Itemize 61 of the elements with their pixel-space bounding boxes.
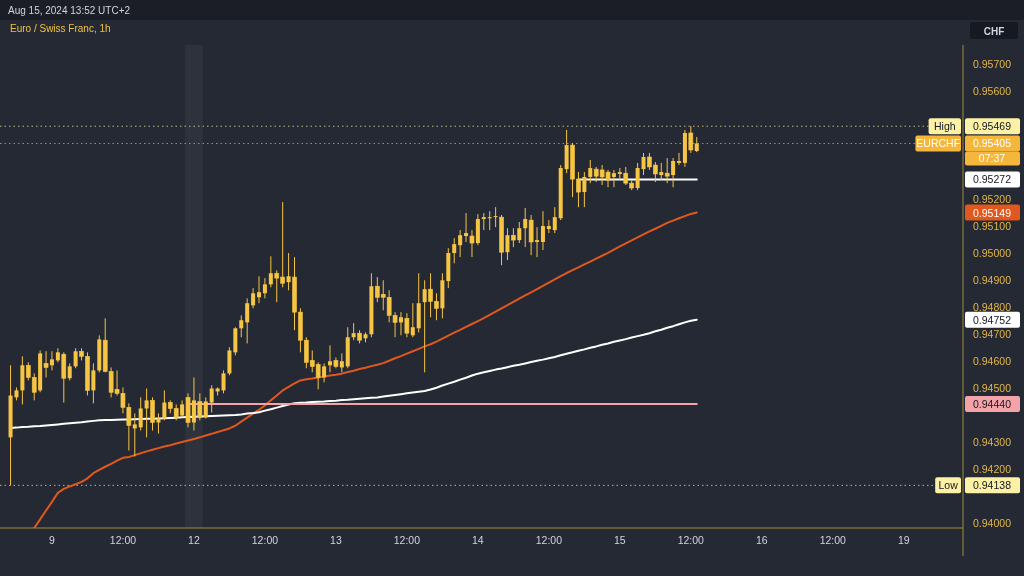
y-tick-label: 0.94200: [973, 462, 1012, 475]
candlestick: [162, 389, 167, 421]
y-tick-label: 0.94600: [973, 354, 1012, 367]
x-tick-label: 13: [330, 534, 342, 546]
candlestick: [221, 369, 226, 394]
x-tick-label: 12:00: [393, 534, 421, 546]
candlestick: [493, 206, 498, 228]
y-tick-label: 0.94000: [973, 516, 1012, 529]
candlestick: [262, 277, 267, 299]
x-tick-label: 16: [755, 534, 768, 546]
line-series: [33, 211, 698, 528]
x-tick-label: 14: [472, 534, 484, 546]
x-tick-label: 19: [897, 534, 910, 546]
y-tick-label: 0.95100: [973, 219, 1012, 232]
candlestick: [251, 287, 256, 309]
x-tick-label: 12:00: [677, 534, 705, 546]
y-tick-label: 0.95469: [973, 120, 1012, 133]
candlestick: [552, 206, 557, 234]
candlestick: [546, 219, 551, 234]
y-tick-label: 0.95149: [973, 206, 1012, 219]
y-tick-label: 0.94900: [973, 273, 1012, 286]
y-tick-label: 0.94138: [973, 479, 1012, 492]
y-tick-label: 0.95200: [973, 192, 1012, 205]
text: 07:37: [978, 152, 1006, 165]
y-tick-label: 0.94700: [973, 327, 1012, 340]
chart-subtitle: Aug 15, 2024 13:52 UTC+2: [8, 5, 131, 16]
candlestick: [452, 237, 457, 264]
x-tick-label: 12:00: [109, 534, 137, 546]
y-tick-label: 0.95600: [973, 84, 1012, 97]
x-tick-label: 12:00: [535, 534, 563, 546]
y-tick-label: 0.94800: [973, 300, 1012, 313]
candlestick: [540, 210, 545, 251]
chart-title: Euro / Swiss Franc, 1h: [10, 23, 111, 34]
candlestick: [239, 314, 244, 338]
candlestick: [588, 159, 593, 184]
candlestick: [227, 346, 232, 376]
x-tick-label: 12: [188, 534, 200, 546]
x-tick-label: 15: [614, 534, 626, 546]
y-axis-title: CHF: [983, 25, 1005, 37]
candlestick: [257, 275, 262, 304]
candlestick: [245, 297, 250, 344]
y-tick-label: 0.94300: [973, 435, 1012, 448]
ref-line-label: Low: [938, 479, 959, 492]
candlestick: [458, 229, 463, 258]
x-tick-label: 9: [49, 534, 56, 546]
y-tick-label: 0.95405: [973, 137, 1012, 150]
candlestick: [635, 162, 640, 191]
candlestick: [209, 384, 214, 414]
candlestick: [138, 396, 143, 432]
x-tick-label: 12:00: [251, 534, 279, 546]
x-tick-label: 12:00: [819, 534, 847, 546]
y-tick-label: 0.94500: [973, 381, 1012, 394]
candlestick: [487, 210, 492, 231]
y-tick-label: 0.94440: [973, 397, 1012, 410]
ref-line-label: EURCHF: [916, 137, 961, 150]
y-tick-label: 0.95000: [973, 246, 1012, 259]
y-tick-label: 0.95272: [973, 173, 1012, 186]
y-tick-label: 0.95700: [973, 57, 1012, 70]
y-tick-label: 0.94752: [973, 313, 1012, 326]
candlestick: [677, 152, 682, 166]
ref-line-label: High: [934, 120, 956, 133]
